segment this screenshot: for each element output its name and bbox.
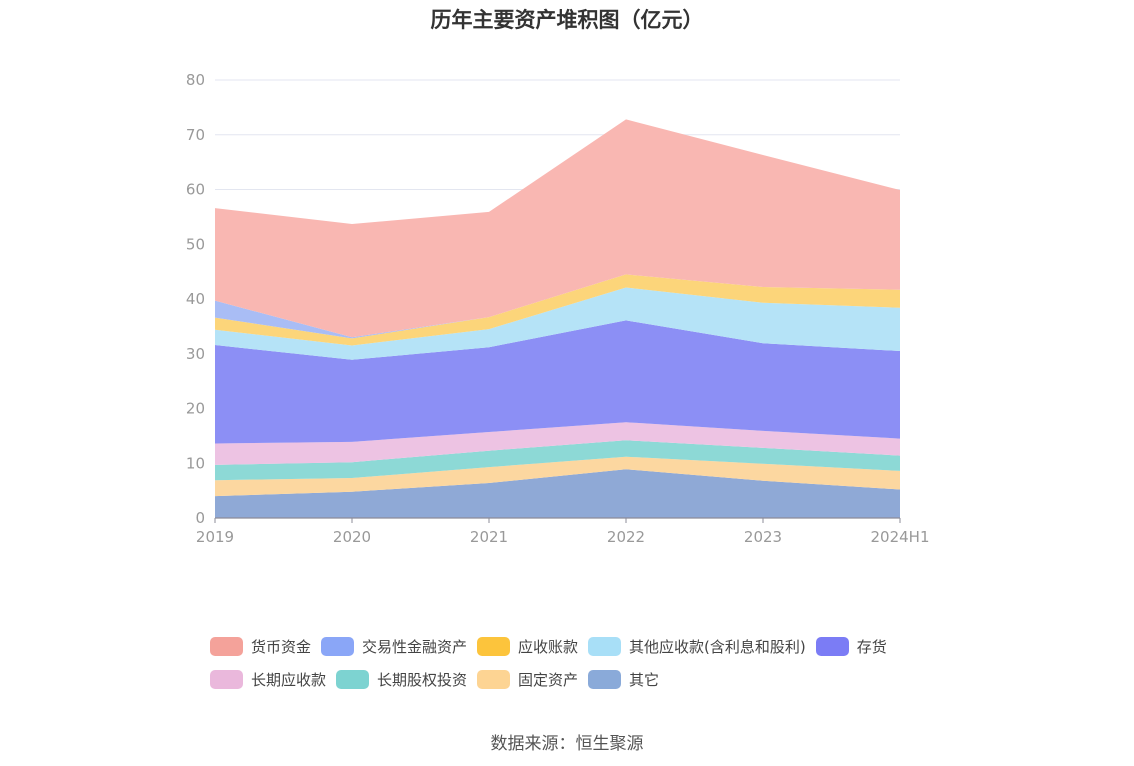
legend-row: 货币资金 交易性金融资产 应收账款 其他应收款(含利息和股利) 存货 <box>210 630 970 663</box>
legend-item[interactable]: 货币资金 <box>210 636 311 657</box>
legend-item[interactable]: 长期股权投资 <box>336 669 467 690</box>
legend-row: 长期应收款 长期股权投资 固定资产 其它 <box>210 663 970 696</box>
legend-label: 交易性金融资产 <box>362 638 468 656</box>
legend-swatch <box>815 637 849 656</box>
legend-swatch <box>210 637 243 656</box>
legend-item[interactable]: 固定资产 <box>477 669 578 690</box>
x-tick-label: 2019 <box>196 528 234 546</box>
legend-swatch <box>210 670 243 689</box>
legend-item[interactable]: 其他应收款(含利息和股利) <box>588 636 806 657</box>
legend-label: 应收账款 <box>518 638 579 656</box>
legend-label: 其它 <box>629 671 660 689</box>
x-tick-label: 2021 <box>470 528 508 546</box>
legend-item[interactable]: 其它 <box>588 669 659 690</box>
legend-item[interactable]: 存货 <box>815 636 887 657</box>
legend-item[interactable]: 应收账款 <box>477 636 578 657</box>
legend-swatch <box>336 670 370 689</box>
area-series-6[interactable] <box>215 274 900 346</box>
legend-label: 其他应收款(含利息和股利) <box>629 638 806 656</box>
legend-swatch <box>477 670 511 689</box>
legend-swatch <box>588 670 622 689</box>
legend-label: 存货 <box>856 638 887 656</box>
legend-label: 长期股权投资 <box>377 671 468 689</box>
area-series-5[interactable] <box>215 287 900 360</box>
legend-swatch <box>477 637 511 656</box>
y-tick-label: 60 <box>186 181 205 199</box>
legend: 货币资金 交易性金融资产 应收账款 其他应收款(含利息和股利) 存货长期应收款 长期股权投… <box>210 630 970 696</box>
x-tick-label: 2023 <box>744 528 782 546</box>
area-series-0[interactable] <box>215 469 900 518</box>
y-tick-label: 70 <box>186 126 205 144</box>
y-tick-label: 10 <box>186 454 205 472</box>
x-tick-label: 2022 <box>607 528 645 546</box>
legend-item[interactable]: 交易性金融资产 <box>321 636 467 657</box>
legend-swatch <box>321 637 355 656</box>
legend-label: 固定资产 <box>518 671 579 689</box>
y-tick-label: 40 <box>186 290 205 308</box>
area-series-4[interactable] <box>215 320 900 444</box>
y-tick-label: 20 <box>186 400 205 418</box>
area-series-2[interactable] <box>215 440 900 481</box>
area-series-layer <box>215 119 900 518</box>
legend-item[interactable]: 长期应收款 <box>210 669 326 690</box>
y-tick-label: 80 <box>186 71 205 89</box>
area-series-8[interactable] <box>215 119 900 338</box>
x-tick-label: 2020 <box>333 528 371 546</box>
y-tick-label: 30 <box>186 345 205 363</box>
data-source: 数据来源：恒生聚源 <box>490 734 644 754</box>
axes: 0 10 20 30 40 50 60 70 80 2019 2020 2021 2022 2023 202… <box>186 71 930 546</box>
area-series-1[interactable] <box>215 456 900 497</box>
legend-label: 货币资金 <box>251 638 312 656</box>
area-series-3[interactable] <box>215 422 900 465</box>
y-tick-label: 0 <box>195 509 205 527</box>
y-tick-label: 50 <box>186 235 205 253</box>
x-tick-label: 2024H1 <box>871 528 930 546</box>
legend-label: 长期应收款 <box>251 671 327 689</box>
legend-swatch <box>588 637 622 656</box>
chart-title: 历年主要资产堆积图（亿元） <box>430 8 704 32</box>
stacked-area-chart: 0 10 20 30 40 50 60 70 80 2019 2020 2021 2022 2023 202… <box>186 71 930 546</box>
